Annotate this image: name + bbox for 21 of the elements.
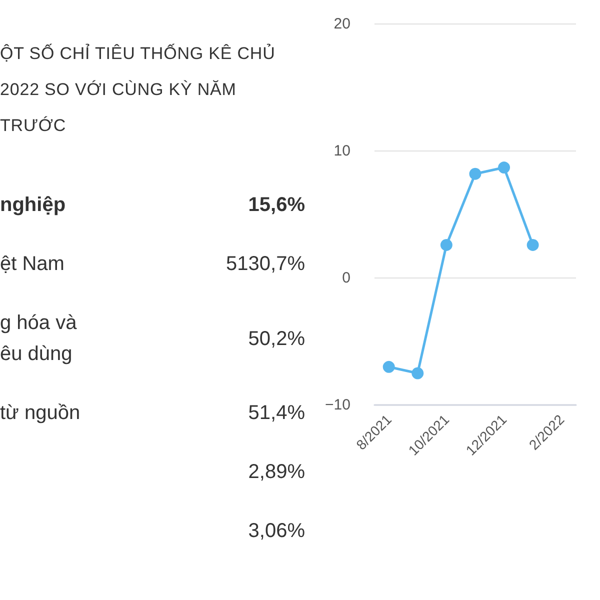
category-label: nghiệp — [0, 193, 66, 218]
text: 2,89% — [248, 460, 305, 485]
category-label: ệt Nam — [0, 252, 64, 277]
point — [526, 238, 539, 251]
text: ỘT SỐ CHỈ TIÊU THỐNG KÊ CHỦ 2022 SO VỚI CÙNG KỲ NĂM TRƯỚC — [0, 42, 276, 137]
point — [469, 168, 482, 180]
y-tick-label: 0 — [342, 270, 350, 286]
text: 5130,7% — [226, 252, 305, 277]
point — [498, 162, 510, 174]
text: 51,4% — [248, 401, 305, 426]
y-tick-label: −10 — [324, 396, 350, 414]
category-label: g hóa và êu dùng — [0, 311, 77, 367]
text: 3,06% — [248, 519, 305, 544]
text: 50,2% — [248, 326, 305, 352]
category-label: từ nguồn — [0, 401, 80, 426]
y-tick-label: 20 — [334, 16, 350, 32]
text: 15,6% — [248, 193, 305, 218]
point — [412, 367, 424, 380]
y-tick-label: 10 — [334, 142, 350, 160]
point — [440, 238, 452, 251]
point — [382, 360, 395, 373]
